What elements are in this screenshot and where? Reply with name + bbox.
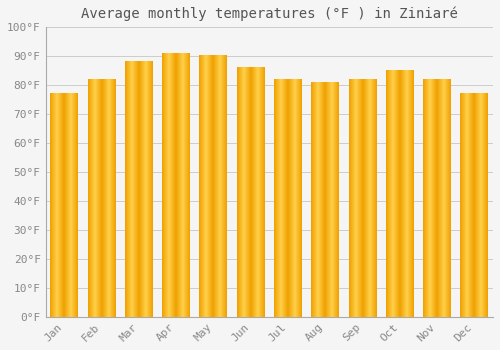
Title: Average monthly temperatures (°F ) in Ziniaré: Average monthly temperatures (°F ) in Zi… [81, 7, 458, 21]
